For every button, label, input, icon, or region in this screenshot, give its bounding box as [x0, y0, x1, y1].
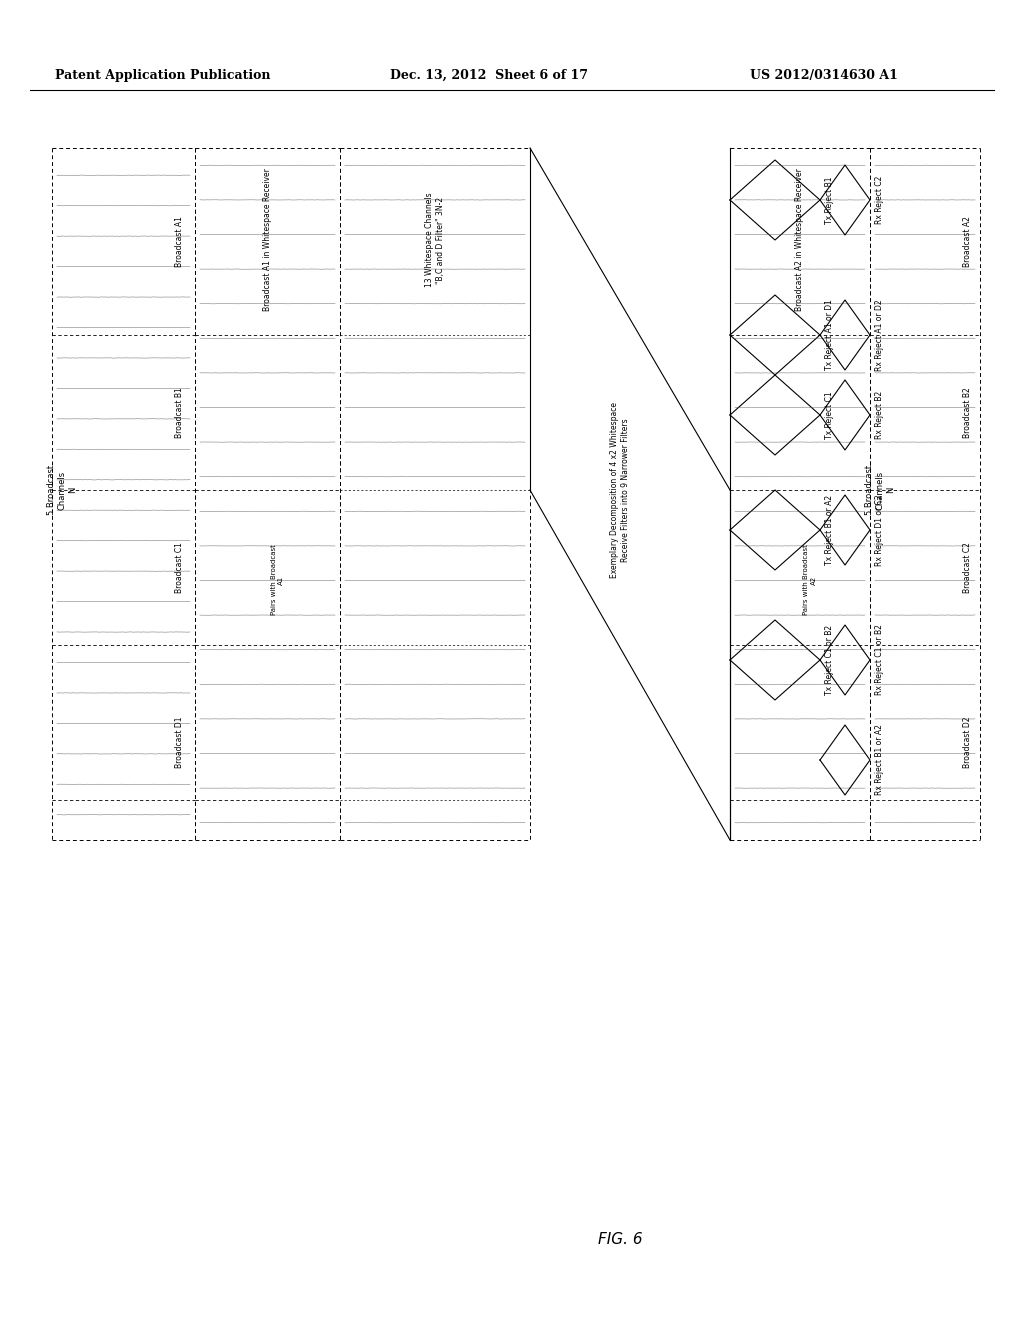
Text: Rx Reject A1 or D2: Rx Reject A1 or D2: [874, 300, 884, 371]
Text: 13 Whitespace Channels
"B,C and D Filter" 3N-2: 13 Whitespace Channels "B,C and D Filter…: [425, 193, 444, 288]
Text: Pairs with Broadcast
A2: Pairs with Broadcast A2: [804, 545, 816, 615]
Text: Dec. 13, 2012  Sheet 6 of 17: Dec. 13, 2012 Sheet 6 of 17: [390, 69, 588, 82]
Text: Broadcast C1: Broadcast C1: [175, 543, 184, 593]
Text: Tx Reject A1 or D1: Tx Reject A1 or D1: [825, 300, 834, 371]
Text: Rx Reject D1 or C2: Rx Reject D1 or C2: [874, 494, 884, 566]
Text: Broadcast D2: Broadcast D2: [964, 717, 973, 768]
Text: Broadcast A1 in Whitespace Receiver: Broadcast A1 in Whitespace Receiver: [263, 169, 272, 312]
Text: Broadcast D1: Broadcast D1: [175, 717, 184, 768]
Text: Tx Reject C1: Tx Reject C1: [825, 391, 834, 438]
Text: Patent Application Publication: Patent Application Publication: [55, 69, 270, 82]
Text: Exemplary Decomposition of 4 x2 Whitespace
Receive Filters into 9 Narrower Filte: Exemplary Decomposition of 4 x2 Whitespa…: [610, 403, 630, 578]
Text: Tx Reject B1 or A2: Tx Reject B1 or A2: [825, 495, 834, 565]
Text: 5 Broadcast
Channels
N: 5 Broadcast Channels N: [47, 465, 77, 515]
Text: Broadcast A2: Broadcast A2: [964, 216, 973, 267]
Text: 5 Broadcast
Channels
N: 5 Broadcast Channels N: [865, 465, 895, 515]
Text: Broadcast A1: Broadcast A1: [175, 216, 184, 267]
Text: Rx Reject B2: Rx Reject B2: [874, 391, 884, 440]
Text: Pairs with Broadcast
A1: Pairs with Broadcast A1: [271, 545, 284, 615]
Text: FIG. 6: FIG. 6: [598, 1233, 642, 1247]
Text: Broadcast B2: Broadcast B2: [964, 387, 973, 438]
Text: Rx Reject C1 or B2: Rx Reject C1 or B2: [874, 624, 884, 696]
Text: Rx Reject C2: Rx Reject C2: [874, 176, 884, 224]
Text: US 2012/0314630 A1: US 2012/0314630 A1: [750, 69, 898, 82]
Text: Rx Reject B1 or A2: Rx Reject B1 or A2: [874, 725, 884, 796]
Text: Broadcast A2 in Whitespace Receiver: Broadcast A2 in Whitespace Receiver: [796, 169, 805, 312]
Text: Broadcast C2: Broadcast C2: [964, 543, 973, 593]
Text: Tx Reject C1 or B2: Tx Reject C1 or B2: [825, 624, 834, 696]
Text: Broadcast B1: Broadcast B1: [175, 387, 184, 438]
Text: Tx Reject B1: Tx Reject B1: [825, 177, 834, 224]
